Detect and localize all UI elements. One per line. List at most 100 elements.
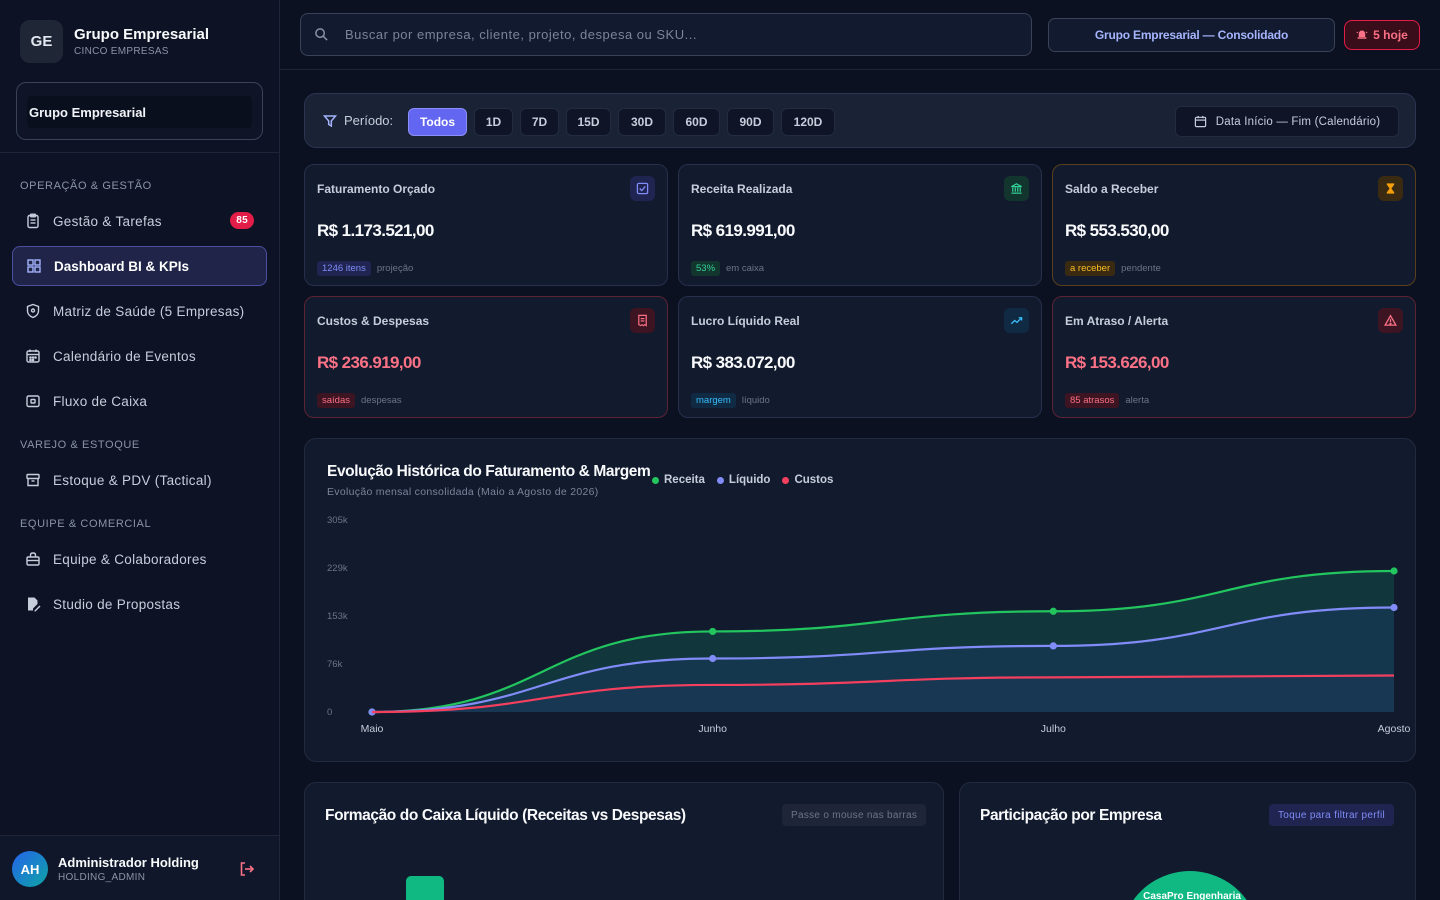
period-option-90d[interactable]: 90D (727, 108, 774, 136)
kpi-value: R$ 383.072,00 (691, 353, 795, 372)
x-tick-label: Julho (1041, 723, 1066, 735)
alerts-label: 5 hoje (1373, 28, 1408, 42)
sidebar-item-dashboard[interactable]: Dashboard BI & KPIs (12, 246, 267, 286)
chart-subtitle: Evolução mensal consolidada (Maio a Agos… (327, 486, 599, 498)
sidebar-item-estoque-pdv[interactable]: Estoque & PDV (Tactical) (12, 460, 267, 500)
kpi-tag: 85 atrasos (1065, 393, 1120, 408)
x-tick-label: Maio (361, 723, 384, 735)
brand[interactable]: GE Grupo Empresarial CINCO EMPRESAS (20, 20, 209, 63)
data-point-líquido-2 (1049, 642, 1057, 650)
period-option-60d[interactable]: 60D (673, 108, 720, 136)
period-option-todos[interactable]: Todos (408, 108, 467, 136)
company-selector-value: Grupo Empresarial (27, 96, 252, 128)
period-option-120d[interactable]: 120D (781, 108, 835, 136)
box-icon (25, 472, 41, 488)
company-share-hint[interactable]: Toque para filtrar perfil (1269, 804, 1394, 826)
sidebar-item-label: Studio de Propostas (53, 596, 181, 612)
legend-item-liquido[interactable]: Líquido (716, 474, 770, 486)
search-box[interactable] (300, 13, 1032, 56)
sidebar-item-calendario[interactable]: Calendário de Eventos (12, 336, 267, 376)
kpi-card-faturamento-orcado[interactable]: Faturamento Orçado R$ 1.173.521,00 1246 … (304, 164, 668, 286)
top-bar: Grupo Empresarial — Consolidado 5 hoje (280, 0, 1440, 70)
kpi-title: Custos & Despesas (317, 314, 430, 328)
kpi-value: R$ 236.919,00 (317, 353, 421, 372)
shield-icon (25, 303, 41, 319)
kpi-tag: margem (691, 393, 736, 408)
period-label: Período: (323, 113, 393, 128)
kpi-card-em-atraso[interactable]: Em Atraso / Alerta R$ 153.626,00 85 atra… (1052, 296, 1416, 418)
cash-formation-hint: Passe o mouse nas barras (782, 804, 927, 826)
period-option-1d[interactable]: 1D (474, 108, 513, 136)
alerts-button[interactable]: 5 hoje (1344, 20, 1420, 50)
sidebar-item-label: Estoque & PDV (Tactical) (53, 472, 212, 488)
kpi-card-lucro-liquido[interactable]: Lucro Líquido Real R$ 383.072,00 margem … (678, 296, 1042, 418)
kpi-tag: 1246 itens (317, 261, 371, 276)
tasks-count-badge: 85 (230, 212, 254, 229)
area-custos (372, 675, 1394, 712)
data-point-receita-3 (1390, 567, 1398, 575)
legend-item-receita[interactable]: Receita (652, 474, 705, 486)
kpi-card-saldo-receber[interactable]: Saldo a Receber R$ 553.530,00 a receber … (1052, 164, 1416, 286)
sidebar-item-label: Dashboard BI & KPIs (54, 258, 190, 274)
y-tick-label: 153k (327, 611, 348, 622)
avatar[interactable]: AH (12, 851, 48, 887)
filter-icon (323, 114, 337, 127)
data-point-receita-2 (1049, 607, 1057, 615)
sidebar-item-fluxo-caixa[interactable]: Fluxo de Caixa (12, 381, 267, 421)
section-label-operacao: OPERAÇÃO & GESTÃO (20, 180, 152, 192)
y-tick-label: 76k (327, 659, 343, 670)
pie-slice-casapro[interactable] (1130, 871, 1250, 900)
period-option-30d[interactable]: 30D (618, 108, 666, 136)
y-tick-label: 0 (327, 707, 332, 718)
grid-icon (26, 258, 42, 274)
data-point-líquido-1 (709, 654, 717, 663)
bank-icon (1004, 176, 1029, 201)
kpi-card-custos-despesas[interactable]: Custos & Despesas R$ 236.919,00 saídas d… (304, 296, 668, 418)
kpi-tag: 53% (691, 261, 721, 276)
cash-formation-card: Formação do Caixa Líquido (Receitas vs D… (304, 782, 944, 900)
sidebar-item-gestao-tarefas[interactable]: Gestão & Tarefas 85 (12, 201, 267, 241)
sidebar-item-label: Gestão & Tarefas (53, 213, 162, 229)
sidebar-item-label: Fluxo de Caixa (53, 393, 148, 409)
y-tick-label: 229k (327, 563, 348, 574)
search-input[interactable] (345, 27, 995, 42)
period-option-7d[interactable]: 7D (520, 108, 559, 136)
kpi-card-receita-realizada[interactable]: Receita Realizada R$ 619.991,00 53% em c… (678, 164, 1042, 286)
context-selector-button[interactable]: Grupo Empresarial — Consolidado (1048, 18, 1335, 52)
legend-item-custos[interactable]: Custos (782, 474, 833, 486)
hourglass-icon (1378, 176, 1403, 201)
sidebar-item-label: Calendário de Eventos (53, 348, 196, 364)
brand-subtitle: CINCO EMPRESAS (74, 46, 169, 57)
logout-icon[interactable] (238, 860, 256, 878)
team-icon (25, 551, 41, 567)
section-label-varejo: VAREJO & ESTOQUE (20, 439, 140, 451)
user-role: HOLDING_ADMIN (58, 872, 146, 883)
period-option-15d[interactable]: 15D (566, 108, 611, 136)
chart-title: Evolução Histórica do Faturamento & Marg… (327, 463, 651, 480)
y-tick-label: 305k (327, 515, 348, 526)
kpi-subtext: líquido (741, 395, 770, 406)
sidebar-item-equipe[interactable]: Equipe & Colaboradores (12, 539, 267, 579)
kpi-subtext: alerta (1125, 395, 1150, 406)
company-share-pie[interactable]: CasaPro Engenharia (1120, 869, 1260, 900)
kpi-value: R$ 1.173.521,00 (317, 221, 434, 240)
x-tick-label: Junho (698, 723, 727, 735)
cash-bar-receitas[interactable] (406, 876, 444, 900)
warning-icon (1378, 308, 1403, 333)
search-icon (315, 28, 328, 41)
sidebar-item-propostas[interactable]: Studio de Propostas (12, 584, 267, 624)
kpi-value: R$ 153.626,00 (1065, 353, 1169, 372)
user-name: Administrador Holding (58, 855, 199, 870)
brand-name: Grupo Empresarial (74, 26, 210, 43)
company-selector[interactable]: Grupo Empresarial (16, 82, 263, 140)
date-range-label: Data Início — Fim (Calendário) (1215, 115, 1381, 128)
edit-doc-icon (25, 596, 41, 612)
kpi-title: Receita Realizada (691, 182, 793, 196)
sidebar-item-matriz-saude[interactable]: Matriz de Saúde (5 Empresas) (12, 291, 267, 331)
calendar-icon (1194, 115, 1206, 128)
kpi-subtext: pendente (1121, 263, 1161, 274)
revenue-evolution-chart[interactable]: 0 76k 153k 229k 305k Maio Junho Julho Agosto (305, 439, 1417, 763)
data-point-líquido-3 (1390, 603, 1398, 612)
date-range-button[interactable]: Data Início — Fim (Calendário) (1175, 106, 1399, 137)
revenue-evolution-chart-card: 0 76k 153k 229k 305k Maio Junho Julho Agosto Evo… (304, 438, 1416, 762)
